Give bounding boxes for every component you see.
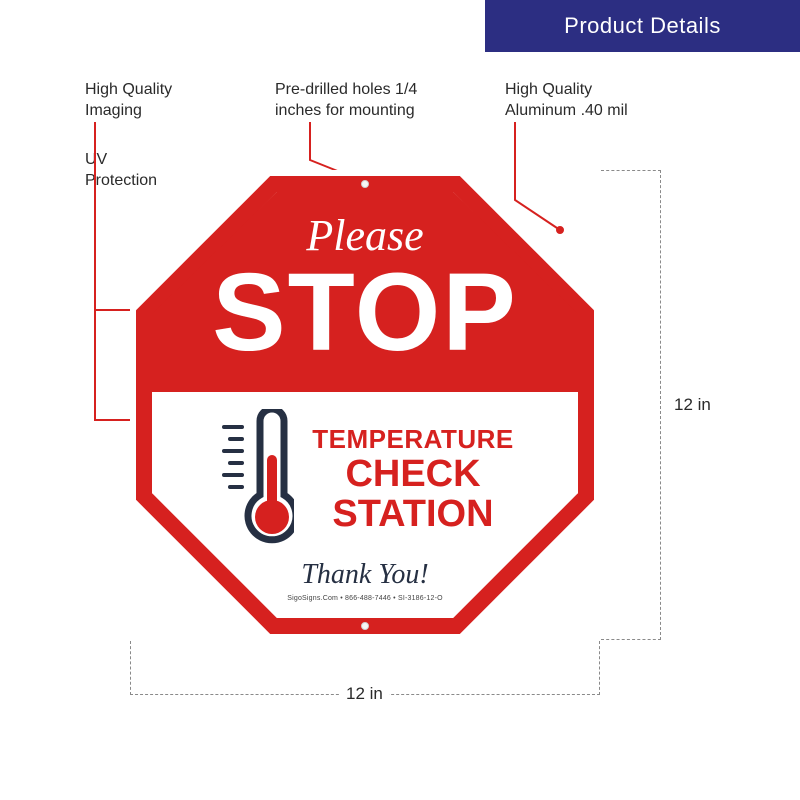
thermometer-icon (216, 409, 294, 549)
header-title: Product Details (564, 13, 721, 39)
sign-thankyou: Thank You! (301, 559, 428, 591)
callout-holes: Pre-drilled holes 1/4 inches for mountin… (275, 80, 417, 122)
sign-lower-row: TEMPERATURE CHECK STATION (216, 409, 513, 549)
header-banner: Product Details (485, 0, 800, 52)
dimension-vertical (660, 170, 661, 640)
sign-fineprint: SigoSigns.Com • 866-488-7446 • SI-3186-1… (287, 595, 443, 602)
sign-lower: TEMPERATURE CHECK STATION Thank You! Sig… (152, 395, 578, 618)
dimension-horizontal-label: 12 in (340, 684, 389, 704)
dimension-vertical-label: 12 in (672, 395, 713, 415)
callout-imaging: High Quality Imaging (85, 80, 172, 122)
callout-aluminum: High Quality Aluminum .40 mil (505, 80, 628, 122)
sign-stop: STOP (152, 261, 578, 366)
mount-hole-top (361, 180, 369, 188)
sign-temp-text: TEMPERATURE CHECK STATION (312, 424, 513, 535)
sign: Please STOP TEMPER (130, 170, 600, 640)
mount-hole-bottom (361, 622, 369, 630)
